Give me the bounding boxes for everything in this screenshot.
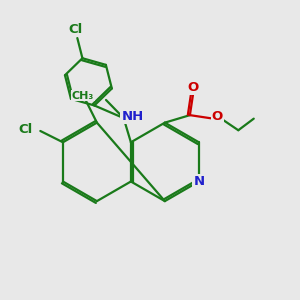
- Text: O: O: [212, 110, 223, 124]
- Text: Cl: Cl: [19, 123, 33, 136]
- Text: Cl: Cl: [68, 23, 82, 36]
- Text: N: N: [193, 175, 204, 188]
- Text: O: O: [188, 81, 199, 94]
- Text: NH: NH: [122, 110, 144, 123]
- Text: CH₃: CH₃: [71, 91, 94, 100]
